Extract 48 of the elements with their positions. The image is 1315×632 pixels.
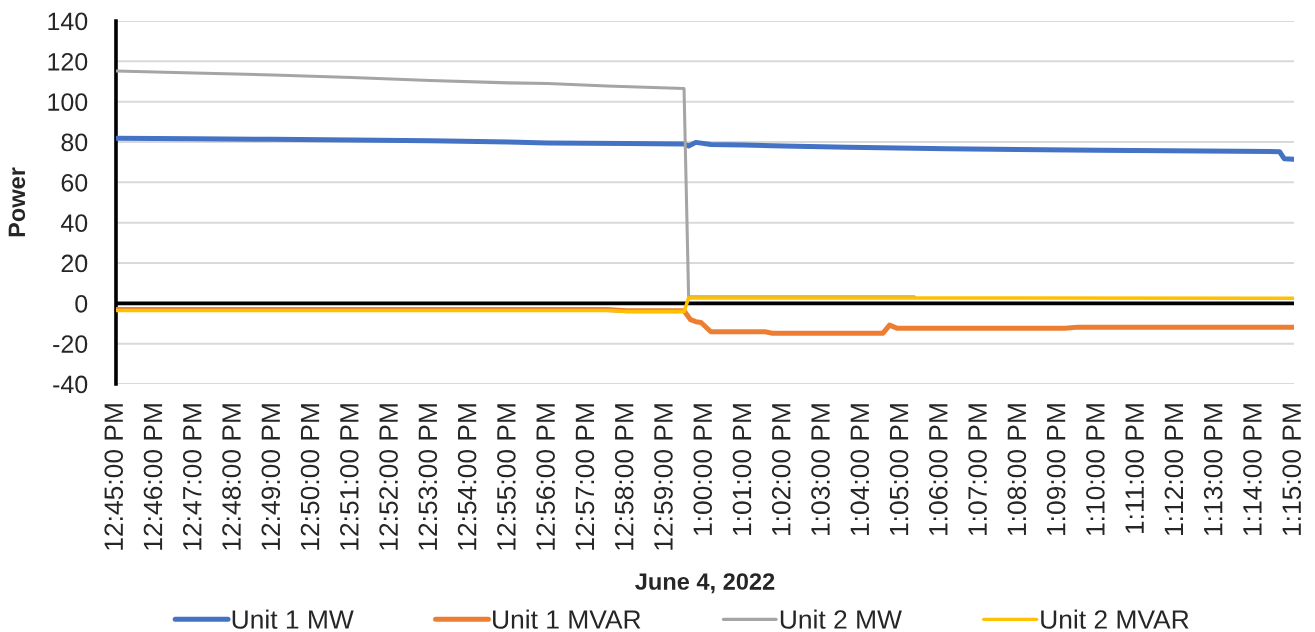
x-tick-label: 12:53:00 PM	[418, 404, 438, 550]
x-tick-label: 1:06:00 PM	[928, 404, 948, 535]
x-tick-label: 12:52:00 PM	[379, 404, 398, 550]
x-tick-label: 1:14:00 PM	[1243, 404, 1262, 535]
x-tick-label: 1:01:00 PM	[732, 404, 752, 535]
legend-label: Unit 2 MW	[780, 609, 902, 629]
y-tick-label: 20	[61, 254, 88, 273]
y-axis-title: Power	[8, 167, 26, 237]
x-tick-label: 1:08:00 PM	[1007, 404, 1027, 535]
x-tick-label: 1:11:00 PM	[1125, 404, 1144, 534]
x-tick-label: 12:56:00 PM	[536, 404, 555, 550]
x-tick-label: 12:46:00 PM	[143, 404, 163, 550]
y-tick-label: -20	[53, 335, 88, 353]
y-tick-label: 100	[48, 93, 88, 111]
x-tick-label: 1:13:00 PM	[1203, 404, 1223, 535]
y-tick-label: -40	[53, 375, 88, 394]
y-tick-label: 80	[61, 133, 88, 152]
x-tick-label: 1:04:00 PM	[850, 404, 870, 535]
x-tick-label: 1:12:00 PM	[1164, 404, 1184, 535]
x-tick-label: 12:51:00 PM	[339, 404, 359, 550]
x-tick-label: 12:54:00 PM	[457, 404, 477, 550]
x-tick-label: 12:50:00 PM	[300, 404, 320, 550]
y-tick-label: 40	[60, 214, 88, 232]
x-tick-label: 12:48:00 PM	[222, 404, 241, 550]
x-tick-label: 1:09:00 PM	[1046, 404, 1066, 535]
x-tick-label: 1:00:00 PM	[693, 404, 713, 535]
legend-label: Unit 1 MW	[232, 609, 354, 629]
x-axis-title: June 4, 2022	[635, 573, 775, 594]
y-tick-label: 0	[75, 294, 88, 313]
x-tick-label: 1:05:00 PM	[889, 404, 909, 535]
x-tick-label: 12:47:00 PM	[182, 404, 202, 550]
legend-label: Unit 2 MVAR	[1041, 609, 1189, 629]
x-tick-label: 1:03:00 PM	[811, 404, 830, 535]
legend-label: Unit 1 MVAR	[493, 609, 641, 629]
x-tick-label: 12:57:00 PM	[575, 404, 595, 550]
x-tick-label: 1:07:00 PM	[968, 404, 987, 535]
x-tick-label: 1:02:00 PM	[771, 404, 791, 535]
x-tick-label: 12:55:00 PM	[497, 404, 516, 550]
y-tick-label: 140	[48, 12, 88, 31]
y-tick-label: 60	[61, 173, 88, 192]
line-series	[115, 296, 1294, 314]
x-tick-label: 12:45:00 PM	[104, 404, 124, 550]
x-tick-label: 1:10:00 PM	[1086, 404, 1105, 535]
x-tick-label: 1:15:00 PM	[1282, 404, 1302, 535]
y-tick-label: 120	[48, 52, 88, 71]
x-tick-label: 12:59:00 PM	[654, 404, 673, 550]
x-tick-label: 12:58:00 PM	[614, 404, 634, 550]
x-tick-label: 12:49:00 PM	[261, 404, 281, 550]
